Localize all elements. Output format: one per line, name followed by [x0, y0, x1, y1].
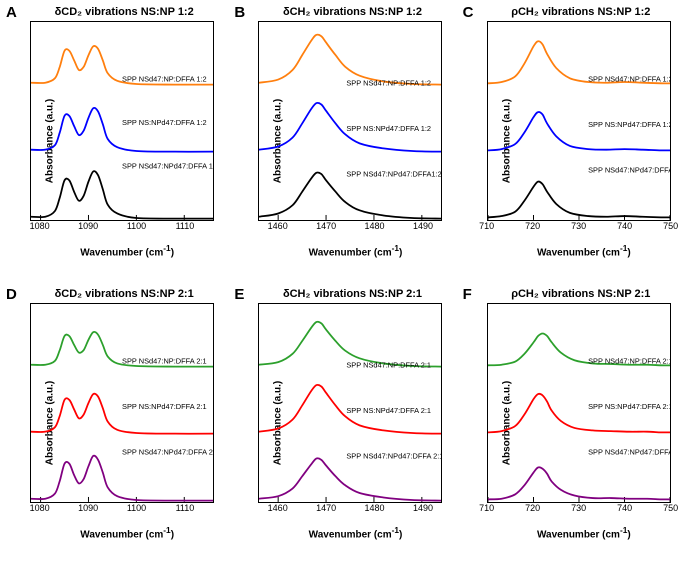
x-tick-label: 1090: [78, 503, 98, 513]
x-tick-label: 730: [571, 221, 586, 231]
trace-label: SPP NSd47:NP:DFFA 2:1: [122, 356, 207, 365]
spectrum-curve: [31, 171, 213, 219]
plot-area: SPP NSd47:NP:DFFA 2:1 SPP NS:NPd47:DFFA 2…: [487, 303, 671, 503]
x-tick-label: 740: [617, 221, 632, 231]
x-tick-label: 750: [663, 221, 678, 231]
chart-svg: SPP NSd47:NP:DFFA 1:2 SPP NS:NPd47:DFFA 1…: [31, 22, 213, 220]
x-tick-row: 1080 1090 1100 1110: [30, 503, 214, 513]
x-tick-label: 1480: [365, 503, 385, 513]
spectrum-curve: [259, 172, 441, 218]
panel-B: BδCH₂ vibrations NS:NP 1:2Absorbance (a.…: [228, 0, 456, 282]
x-axis-label: Wavenumber (cm-1): [258, 243, 452, 258]
chart-svg: SPP NSd47:NP:DFFA 2:1 SPP NS:NPd47:DFFA 2…: [259, 304, 441, 502]
panel-title: ρCH₂ vibrations NS:NP 1:2: [481, 6, 681, 18]
panel-title: δCD₂ vibrations NS:NP 1:2: [24, 6, 224, 18]
spectrum-curve: [488, 394, 670, 433]
chart-svg: SPP NSd47:NP:DFFA 2:1 SPP NS:NPd47:DFFA 2…: [31, 304, 213, 502]
spectrum-curve: [488, 467, 670, 499]
panel-title: δCD₂ vibrations NS:NP 2:1: [24, 288, 224, 300]
x-tick-label: 1490: [413, 221, 433, 231]
spectrum-curve: [31, 108, 213, 152]
panel-letter: A: [6, 4, 17, 21]
x-tick-row: 1460 1470 1480 1490: [258, 503, 442, 513]
x-tick-row: 710720730740750: [487, 503, 671, 513]
trace-label: SPP NS:NPd47:DFFA 2:1: [588, 402, 670, 411]
trace-label: SPP NSd47:NPd47:DFFA 1:2: [122, 161, 213, 170]
trace-label: SPP NS:NPd47:DFFA 2:1: [347, 406, 432, 415]
trace-label: SPP NS:NPd47:DFFA 1:2: [588, 120, 670, 129]
panel-letter: E: [234, 286, 244, 303]
plot-area: SPP NSd47:NP:DFFA 2:1 SPP NS:NPd47:DFFA 2…: [258, 303, 442, 503]
panel-letter: C: [463, 4, 474, 21]
chart-svg: SPP NSd47:NP:DFFA 2:1 SPP NS:NPd47:DFFA 2…: [488, 304, 670, 502]
x-tick-label: 1110: [176, 503, 195, 513]
panel-title: ρCH₂ vibrations NS:NP 2:1: [481, 288, 681, 300]
trace-label: SPP NSd47:NPd47:DFFA1:2: [588, 165, 670, 174]
spectrum-curve: [31, 456, 213, 501]
x-tick-label: 710: [479, 503, 494, 513]
trace-label: SPP NSd47:NPd47:DFFA 2:1: [588, 447, 670, 456]
trace-label: SPP NSd47:NP:DFFA 1:2: [122, 74, 207, 83]
x-tick-label: 1470: [316, 221, 336, 231]
panel-D: DδCD₂ vibrations NS:NP 2:1Absorbance (a.…: [0, 282, 228, 564]
x-tick-label: 750: [663, 503, 678, 513]
spectrum-curve: [259, 458, 441, 500]
x-axis-label: Wavenumber (cm-1): [30, 525, 224, 540]
x-tick-row: 710720730740750: [487, 221, 671, 231]
chart-svg: SPP NSd47:NP:DFFA 1:2 SPP NS:NPd47:DFFA 1…: [488, 22, 670, 220]
x-tick-label: 1460: [268, 503, 288, 513]
panel-letter: F: [463, 286, 472, 303]
spectrum-curve: [488, 112, 670, 150]
x-tick-label: 730: [571, 503, 586, 513]
x-tick-label: 1100: [127, 221, 146, 231]
x-tick-label: 1080: [30, 503, 50, 513]
panel-A: AδCD₂ vibrations NS:NP 1:2Absorbance (a.…: [0, 0, 228, 282]
spectrum-curve: [488, 182, 670, 218]
panel-F: FρCH₂ vibrations NS:NP 2:1Absorbance (a.…: [457, 282, 685, 564]
trace-label: SPP NS:NPd47:DFFA 1:2: [122, 118, 207, 127]
x-axis-label: Wavenumber (cm-1): [258, 525, 452, 540]
x-tick-label: 1090: [78, 221, 98, 231]
trace-label: SPP NSd47:NPd47:DFFA1:2: [347, 169, 442, 178]
panel-E: EδCH₂ vibrations NS:NP 2:1Absorbance (a.…: [228, 282, 456, 564]
x-axis-label: Wavenumber (cm-1): [487, 525, 681, 540]
trace-label: SPP NSd47:NPd47:DFFA 2:1: [347, 451, 442, 460]
x-tick-label: 720: [525, 503, 540, 513]
spectrum-curve: [259, 35, 441, 85]
x-tick-label: 710: [479, 221, 494, 231]
x-tick-label: 1460: [268, 221, 288, 231]
trace-label: SPP NSd47:NPd47:DFFA 2:1: [122, 447, 213, 456]
chart-svg: SPP NSd47:NP:DFFA 1:2 SPP NS:NPd47:DFFA 1…: [259, 22, 441, 220]
trace-label: SPP NS:NPd47:DFFA 1:2: [347, 124, 432, 133]
plot-area: SPP NSd47:NP:DFFA 2:1 SPP NS:NPd47:DFFA 2…: [30, 303, 214, 503]
plot-area: SPP NSd47:NP:DFFA 1:2 SPP NS:NPd47:DFFA 1…: [487, 21, 671, 221]
x-tick-label: 1470: [316, 503, 336, 513]
x-tick-label: 1480: [365, 221, 385, 231]
spectrum-curve: [31, 394, 213, 434]
panel-letter: D: [6, 286, 17, 303]
x-tick-label: 720: [525, 221, 540, 231]
x-tick-label: 1080: [30, 221, 50, 231]
x-tick-row: 1080 1090 1100 1110: [30, 221, 214, 231]
x-axis-label: Wavenumber (cm-1): [30, 243, 224, 258]
trace-label: SPP NSd47:NP:DFFA 2:1: [347, 360, 432, 369]
panel-title: δCH₂ vibrations NS:NP 2:1: [252, 288, 452, 300]
panel-letter: B: [234, 4, 245, 21]
x-tick-label: 1100: [127, 503, 146, 513]
trace-label: SPP NSd47:NP:DFFA 2:1: [588, 356, 670, 365]
panel-title: δCH₂ vibrations NS:NP 1:2: [252, 6, 452, 18]
x-axis-label: Wavenumber (cm-1): [487, 243, 681, 258]
trace-label: SPP NS:NPd47:DFFA 2:1: [122, 402, 207, 411]
x-tick-label: 1110: [176, 221, 195, 231]
x-tick-label: 740: [617, 503, 632, 513]
trace-label: SPP NSd47:NP:DFFA 1:2: [347, 78, 432, 87]
trace-label: SPP NSd47:NP:DFFA 1:2: [588, 74, 670, 83]
panel-C: CρCH₂ vibrations NS:NP 1:2Absorbance (a.…: [457, 0, 685, 282]
panel-grid: AδCD₂ vibrations NS:NP 1:2Absorbance (a.…: [0, 0, 685, 564]
x-tick-row: 1460 1470 1480 1490: [258, 221, 442, 231]
x-tick-label: 1490: [413, 503, 433, 513]
plot-area: SPP NSd47:NP:DFFA 1:2 SPP NS:NPd47:DFFA 1…: [258, 21, 442, 221]
plot-area: SPP NSd47:NP:DFFA 1:2 SPP NS:NPd47:DFFA 1…: [30, 21, 214, 221]
